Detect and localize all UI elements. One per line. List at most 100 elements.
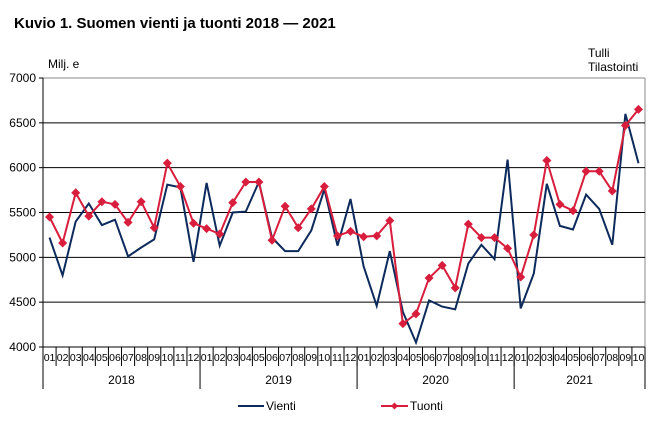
month-label: 07 — [593, 352, 605, 364]
month-label: 04 — [397, 352, 409, 364]
data-point-marker — [332, 231, 342, 241]
data-point-marker — [476, 233, 486, 243]
month-label: 10 — [161, 352, 173, 364]
data-point-marker — [398, 319, 408, 329]
data-point-marker — [149, 223, 159, 233]
month-label: 10 — [319, 352, 331, 364]
data-point-marker — [463, 219, 473, 229]
month-label: 12 — [345, 352, 357, 364]
month-label: 01 — [515, 352, 527, 364]
y-tick-label: 7000 — [9, 71, 36, 85]
data-point-marker — [450, 283, 460, 293]
data-point-marker — [581, 166, 591, 176]
series-vienti — [48, 113, 640, 346]
y-tick-label: 6500 — [9, 116, 36, 130]
data-point-marker — [280, 201, 290, 211]
month-label: 06 — [423, 352, 435, 364]
month-label: 08 — [449, 352, 461, 364]
data-point-marker — [228, 198, 238, 208]
month-label: 11 — [175, 352, 186, 364]
data-point-marker — [84, 211, 94, 221]
data-point-marker — [123, 217, 133, 227]
series-line-vienti — [48, 113, 640, 346]
month-label: 02 — [371, 352, 383, 364]
data-point-marker — [136, 197, 146, 207]
data-point-marker — [97, 197, 107, 207]
data-point-marker — [346, 226, 356, 236]
data-point-marker — [254, 177, 264, 187]
year-label: 2021 — [566, 373, 593, 387]
data-point-marker — [359, 232, 369, 242]
data-point-marker — [215, 229, 225, 239]
data-point-marker — [372, 231, 382, 241]
data-point-marker — [202, 224, 212, 234]
month-label: 05 — [567, 352, 579, 364]
data-point-marker — [542, 155, 552, 165]
data-point-marker — [568, 206, 578, 216]
y-axis-unit-label: Milj. e — [48, 57, 80, 71]
month-label: 07 — [436, 352, 448, 364]
data-point-marker — [529, 230, 539, 240]
data-point-marker — [594, 166, 604, 176]
month-label: 07 — [279, 352, 291, 364]
legend-marker-tuonti — [391, 402, 398, 410]
month-label: 07 — [122, 352, 134, 364]
data-point-marker — [58, 238, 68, 248]
month-label: 06 — [109, 352, 121, 364]
y-axis: 4000 4500 5000 5500 6000 6500 7000 — [9, 71, 44, 389]
month-label: 06 — [580, 352, 592, 364]
month-label: 02 — [528, 352, 540, 364]
month-label: 05 — [253, 352, 265, 364]
data-point-marker — [490, 233, 499, 243]
month-label: 02 — [214, 352, 226, 364]
month-label: 03 — [541, 352, 553, 364]
source-line-2: Tilastointi — [588, 60, 639, 74]
month-label: 04 — [554, 352, 566, 364]
month-label: 03 — [227, 352, 239, 364]
month-label: 04 — [83, 352, 95, 364]
month-label: 09 — [148, 352, 160, 364]
series-layer — [45, 104, 643, 346]
data-point-marker — [162, 158, 172, 168]
data-point-marker — [241, 177, 251, 187]
data-point-marker — [175, 181, 185, 191]
data-point-marker — [620, 121, 630, 131]
y-tick-label: 4500 — [9, 295, 36, 309]
series-line-tuonti — [48, 108, 640, 326]
month-label: 12 — [502, 352, 514, 364]
month-label: 08 — [606, 352, 618, 364]
y-tick-label: 6000 — [9, 161, 36, 175]
month-label: 06 — [266, 352, 278, 364]
y-tick-label: 5500 — [9, 206, 36, 220]
month-label: 03 — [384, 352, 396, 364]
data-point-marker — [71, 188, 81, 198]
legend-label-tuonti: Tuonti — [410, 399, 443, 413]
month-label: 10 — [633, 352, 645, 364]
source-label: Tulli Tilastointi — [588, 46, 638, 74]
data-point-marker — [306, 204, 316, 214]
year-label: 2018 — [108, 373, 135, 387]
data-point-marker — [189, 218, 198, 228]
month-label: 05 — [410, 352, 422, 364]
y-tick-label: 4000 — [9, 340, 36, 354]
month-label: 01 — [201, 352, 213, 364]
month-label: 01 — [358, 352, 370, 364]
month-label: 04 — [240, 352, 252, 364]
month-label: 09 — [620, 352, 632, 364]
month-label: 08 — [135, 352, 147, 364]
data-point-marker — [385, 216, 395, 226]
month-label: 05 — [96, 352, 108, 364]
month-label: 12 — [188, 352, 200, 364]
year-label: 2020 — [422, 373, 449, 387]
data-point-marker — [45, 212, 55, 222]
year-label: 2019 — [265, 373, 292, 387]
data-point-marker — [267, 235, 277, 245]
month-label: 09 — [462, 352, 474, 364]
data-point-marker — [516, 272, 526, 282]
data-point-marker — [424, 273, 434, 283]
series-tuonti — [45, 104, 643, 329]
data-point-marker — [555, 199, 565, 209]
month-label: 03 — [70, 352, 82, 364]
month-label: 01 — [44, 352, 56, 364]
